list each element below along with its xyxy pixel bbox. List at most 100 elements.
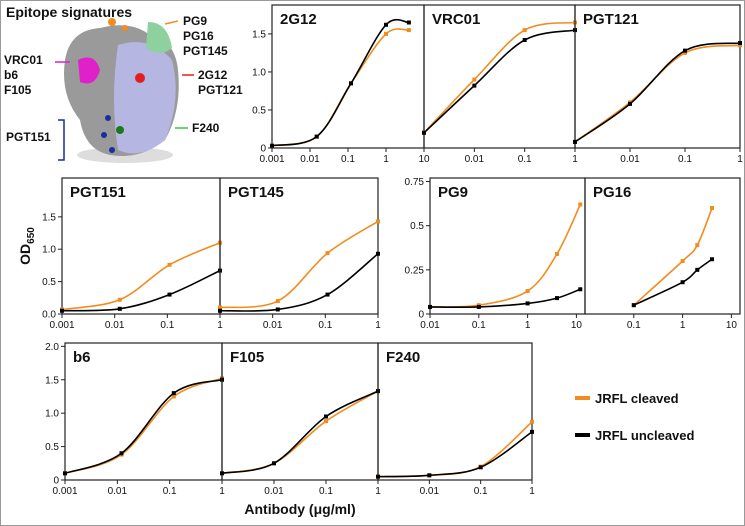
data-point xyxy=(522,28,527,33)
data-point xyxy=(349,81,354,86)
epitope-label: b6 xyxy=(4,68,18,82)
data-point xyxy=(220,471,224,476)
data-point xyxy=(63,471,67,476)
data-point xyxy=(275,299,280,304)
data-point xyxy=(628,101,632,106)
data-point xyxy=(530,419,534,424)
y-tick-label: 0 xyxy=(260,144,266,155)
panel-title: F105 xyxy=(230,349,264,366)
panel-title: F240 xyxy=(386,349,420,366)
data-point xyxy=(275,307,280,312)
curve xyxy=(377,431,533,478)
y-axis-label-sub: 650 xyxy=(26,227,37,244)
x-tick-label: 0.1 xyxy=(163,486,177,497)
data-point xyxy=(376,251,380,256)
data-point xyxy=(695,267,700,272)
curve xyxy=(219,220,379,309)
curve xyxy=(633,207,713,306)
x-tick-label: 10 xyxy=(571,320,583,331)
x-tick-label: 0.01 xyxy=(465,154,485,165)
y-tick-label: 1.0 xyxy=(252,67,266,78)
x-tick-label: 0.01 xyxy=(108,486,128,497)
epitope-label: PG9 xyxy=(183,14,207,28)
x-tick-label: 0.1 xyxy=(319,486,333,497)
x-tick-label: 1 xyxy=(219,486,225,497)
x-tick-label: 1 xyxy=(375,486,381,497)
data-point xyxy=(325,292,330,297)
y-tick-label: 0.5 xyxy=(252,105,266,116)
data-point xyxy=(171,394,176,399)
data-point xyxy=(738,41,742,46)
panel-title: b6 xyxy=(73,349,91,366)
y-tick-label: 0.5 xyxy=(410,221,424,232)
panel-title: 2G12 xyxy=(280,11,317,28)
data-point xyxy=(578,287,583,292)
plot-frame xyxy=(377,342,533,481)
x-tick-label: 1 xyxy=(525,320,531,331)
data-point xyxy=(478,465,483,470)
x-tick-label: 0.001 xyxy=(259,154,284,165)
protein-structure xyxy=(55,18,194,163)
data-point xyxy=(218,308,222,313)
y-tick-label: 0 xyxy=(53,476,59,487)
curve xyxy=(64,378,223,475)
y-tick-label: 0.25 xyxy=(405,265,425,276)
x-tick-label: 0.1 xyxy=(518,154,532,165)
data-point xyxy=(428,304,432,309)
epitope-label: PGT151 xyxy=(6,130,51,144)
y-tick-label: 0.5 xyxy=(45,442,59,453)
curve xyxy=(423,29,576,134)
panel-title: PG16 xyxy=(593,184,631,201)
x-axis-label: Antibody (μg/ml) xyxy=(244,501,355,517)
x-tick-label: 1 xyxy=(572,154,578,165)
x-tick-label: 0.01 xyxy=(105,320,125,331)
data-point xyxy=(324,419,328,424)
curve xyxy=(61,269,221,312)
data-point xyxy=(554,296,559,301)
data-point xyxy=(60,308,64,313)
x-tick-label: 1 xyxy=(680,320,686,331)
x-tick-label: 0.01 xyxy=(420,320,440,331)
x-tick-label: 1 xyxy=(375,320,381,331)
epitope-title: Epitope signatures xyxy=(6,4,132,20)
epitope-label: PGT145 xyxy=(183,44,228,58)
panel-title: PG9 xyxy=(438,184,468,201)
epitope-label: VRC01 xyxy=(4,53,43,67)
plot-frame xyxy=(574,4,741,149)
data-point xyxy=(384,22,388,27)
y-tick-label: 1.5 xyxy=(45,375,59,386)
data-point xyxy=(117,306,122,311)
data-point xyxy=(376,474,380,479)
x-tick-label: 0.01 xyxy=(300,154,320,165)
curve xyxy=(574,42,741,143)
data-point xyxy=(738,43,742,48)
x-tick-label: 0.001 xyxy=(49,320,74,331)
x-tick-label: 0.1 xyxy=(318,320,332,331)
y-axis-label-main: OD xyxy=(17,244,33,265)
panel-title: PGT151 xyxy=(70,184,126,201)
y-tick-label: 0.5 xyxy=(42,277,56,288)
data-point xyxy=(270,143,274,148)
x-tick-label: 10 xyxy=(418,154,430,165)
x-tick-label: 0.01 xyxy=(620,154,640,165)
data-point xyxy=(117,297,122,302)
data-point xyxy=(476,304,481,309)
data-point xyxy=(554,251,559,256)
panel-title: VRC01 xyxy=(432,11,480,28)
data-point xyxy=(472,77,477,82)
data-point xyxy=(695,243,700,248)
data-point xyxy=(573,139,577,144)
y-tick-label: 2.0 xyxy=(45,342,59,353)
y-tick-label: 1.5 xyxy=(252,29,266,40)
data-point xyxy=(218,305,222,310)
legend-label: JRFL uncleaved xyxy=(595,428,695,443)
data-point xyxy=(427,473,432,478)
curve xyxy=(633,258,713,306)
data-point xyxy=(325,251,330,256)
data-point xyxy=(422,130,426,135)
x-tick-label: 1 xyxy=(383,154,389,165)
data-point xyxy=(119,451,124,456)
data-point xyxy=(324,414,328,419)
x-tick-label: 0.01 xyxy=(264,486,284,497)
x-tick-label: 10 xyxy=(726,320,738,331)
